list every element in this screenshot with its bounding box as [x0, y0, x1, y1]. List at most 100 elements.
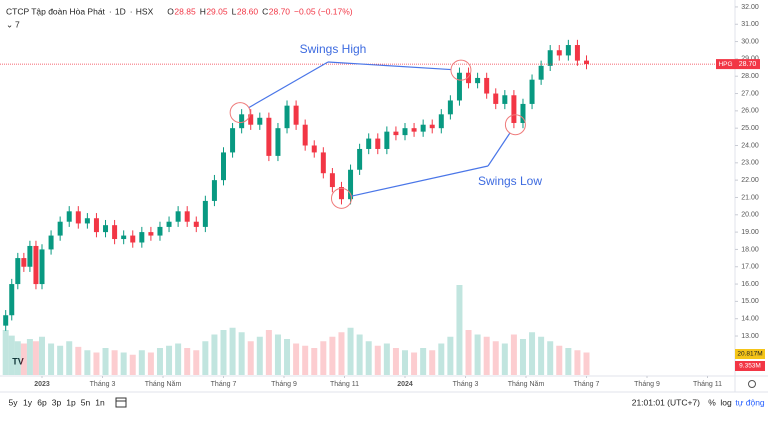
- logo: TV: [12, 356, 24, 366]
- volume-bar: [420, 348, 427, 375]
- range-button[interactable]: 1p: [66, 397, 76, 407]
- volume-bar: [129, 354, 136, 375]
- volume-bar: [26, 339, 33, 375]
- volume-bar: [438, 343, 445, 375]
- volume-bar: [547, 341, 554, 375]
- volume-bar: [347, 327, 354, 375]
- candle-body: [565, 45, 571, 56]
- volume-bar: [556, 345, 563, 375]
- volume-bar: [538, 336, 545, 375]
- candle-body: [275, 128, 281, 156]
- y-tick-label: 30.00: [741, 38, 759, 45]
- volume-bar: [456, 285, 463, 375]
- auto-toggle[interactable]: tự động: [735, 397, 765, 407]
- volume-bar: [238, 332, 245, 375]
- volume-bar: [14, 341, 21, 375]
- volume-bar: [293, 343, 300, 375]
- volume-bar: [519, 339, 526, 375]
- volume-bar: [229, 327, 236, 375]
- x-tick-label: Tháng 7: [574, 381, 600, 388]
- range-button[interactable]: 5y: [9, 397, 19, 407]
- settings-icon[interactable]: [748, 380, 756, 388]
- x-tick-label: Tháng Năm: [145, 381, 182, 388]
- price-label: 28.70: [739, 61, 757, 68]
- volume-ma-label: 20.817M: [737, 351, 762, 358]
- tv-logo: TV: [10, 356, 26, 367]
- candle-body: [511, 95, 517, 123]
- calendar-icon[interactable]: [115, 397, 127, 408]
- separator: ·: [130, 6, 133, 16]
- legend-header: CTCP Tập đoàn Hòa Phát · 1D · HSX O 28.85 H 29.0…: [6, 6, 353, 16]
- y-tick-label: 31.00: [741, 21, 759, 28]
- candle-body: [357, 148, 363, 170]
- y-tick-label: 28.00: [741, 73, 759, 80]
- y-tick-label: 16.00: [741, 281, 759, 288]
- y-tick-label: 22.00: [741, 177, 759, 184]
- calendar-frame: [115, 397, 127, 408]
- volume-bar: [84, 350, 91, 375]
- candle-body: [538, 65, 544, 80]
- x-tick-label: Tháng 11: [693, 381, 722, 388]
- volume-bar: [529, 332, 536, 375]
- range-button[interactable]: 5n: [81, 397, 91, 407]
- y-tick-label: 27.00: [741, 90, 759, 97]
- candle-body: [239, 114, 245, 129]
- y-tick-label: 23.00: [741, 160, 759, 167]
- candle-body: [112, 225, 118, 240]
- candle-body: [302, 124, 308, 146]
- candle-body: [130, 235, 136, 243]
- candle-body: [393, 131, 399, 136]
- candle-body: [57, 221, 63, 236]
- candle-body: [466, 72, 472, 84]
- candle-body: [411, 128, 417, 132]
- candle-body: [93, 218, 99, 233]
- collapse-icon: ⌄: [6, 19, 13, 29]
- header-text: CTCP Tập đoàn Hòa Phát: [6, 6, 106, 16]
- volume-bar: [193, 350, 200, 375]
- volume-bar: [147, 352, 154, 375]
- price-badge: [735, 59, 760, 70]
- candle-body: [248, 114, 254, 125]
- header-text: 28.60: [237, 6, 259, 16]
- log-toggle[interactable]: log: [720, 397, 732, 407]
- candle-body: [484, 77, 490, 94]
- candle-body: [121, 235, 127, 240]
- volume-bar: [2, 330, 9, 375]
- y-tick-label: 13.00: [741, 333, 759, 340]
- x-tick-label: Tháng Năm: [508, 381, 545, 388]
- candle-body: [48, 235, 54, 250]
- annotation-label: Swings Low: [478, 174, 542, 188]
- candle-body: [66, 211, 72, 222]
- candle-body: [375, 138, 381, 149]
- percent-toggle[interactable]: %: [708, 397, 716, 407]
- candle-body: [221, 152, 226, 181]
- candle-body: [584, 60, 589, 65]
- x-tick-label: Tháng 11: [330, 381, 359, 388]
- volume-bar: [184, 348, 191, 375]
- candle-body: [15, 258, 21, 285]
- volume-bar: [175, 343, 182, 375]
- volume-bar: [447, 336, 454, 375]
- swing-marker: [504, 114, 526, 136]
- annotation-label: Swings High: [300, 42, 367, 56]
- candle-body: [502, 95, 508, 104]
- header-text: 28.85: [174, 6, 196, 16]
- volume-bar: [365, 341, 372, 375]
- range-button[interactable]: 1y: [23, 397, 33, 407]
- y-tick-label: 20.00: [741, 212, 759, 219]
- candle-body: [266, 117, 272, 156]
- range-button[interactable]: 3p: [52, 397, 62, 407]
- candle-body: [475, 77, 481, 84]
- volume-bar: [338, 332, 345, 375]
- candle-body: [75, 211, 81, 224]
- range-button[interactable]: 1n: [95, 397, 105, 407]
- x-tick-label: 2023: [34, 381, 50, 388]
- x-tick-label: Tháng 3: [90, 381, 116, 388]
- candle-body: [103, 225, 109, 233]
- volume-bar: [274, 334, 281, 375]
- range-button[interactable]: 6p: [37, 397, 47, 407]
- candle-body: [148, 232, 154, 236]
- y-tick-label: 14.00: [741, 316, 759, 323]
